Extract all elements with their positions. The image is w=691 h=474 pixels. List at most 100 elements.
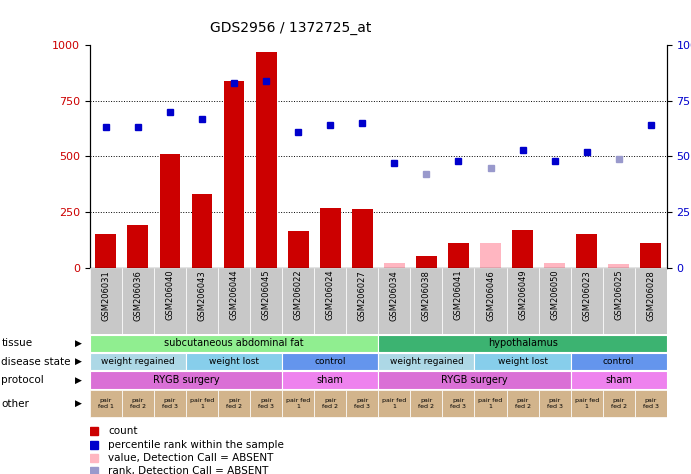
Bar [282, 371, 379, 389]
Text: sham: sham [605, 375, 632, 385]
Text: rank, Detection Call = ABSENT: rank, Detection Call = ABSENT [108, 466, 268, 474]
Bar [90, 268, 122, 334]
Bar [282, 353, 379, 370]
Bar [416, 255, 437, 268]
Text: RYGB surgery: RYGB surgery [153, 375, 219, 385]
Text: ▶: ▶ [75, 357, 82, 366]
Text: weight lost: weight lost [498, 357, 547, 366]
Text: pair
fed 2: pair fed 2 [130, 399, 146, 409]
Text: pair
fed 3: pair fed 3 [354, 399, 370, 409]
Bar [448, 243, 469, 268]
Bar [507, 268, 538, 334]
Text: GSM206036: GSM206036 [133, 270, 142, 321]
Bar [571, 371, 667, 389]
Bar [475, 390, 507, 418]
Bar [191, 194, 212, 268]
Bar [379, 390, 410, 418]
Bar [538, 268, 571, 334]
Bar [571, 390, 603, 418]
Text: RYGB surgery: RYGB surgery [441, 375, 508, 385]
Bar [90, 335, 378, 352]
Text: weight regained: weight regained [101, 357, 175, 366]
Text: GSM206043: GSM206043 [198, 270, 207, 320]
Bar [352, 209, 372, 268]
Bar [442, 268, 475, 334]
Text: GSM206045: GSM206045 [262, 270, 271, 320]
Text: percentile rank within the sample: percentile rank within the sample [108, 439, 284, 449]
Bar [95, 235, 116, 268]
Text: tissue: tissue [1, 338, 32, 348]
Text: hypothalamus: hypothalamus [488, 338, 558, 348]
Bar [122, 390, 154, 418]
Bar [608, 264, 629, 268]
Bar [320, 208, 341, 268]
Text: ▶: ▶ [75, 339, 82, 347]
Text: GSM206027: GSM206027 [358, 270, 367, 320]
Text: GSM206031: GSM206031 [102, 270, 111, 320]
Text: value, Detection Call = ABSENT: value, Detection Call = ABSENT [108, 453, 274, 463]
Text: pair
fed 2: pair fed 2 [226, 399, 242, 409]
Bar [250, 390, 282, 418]
Text: count: count [108, 427, 138, 437]
Bar [507, 390, 538, 418]
Bar [379, 268, 410, 334]
Text: weight regained: weight regained [390, 357, 463, 366]
Text: pair fed
1: pair fed 1 [574, 399, 599, 409]
Bar [128, 226, 149, 268]
Text: pair
fed 3: pair fed 3 [547, 399, 562, 409]
Bar [571, 353, 667, 370]
Text: GSM206038: GSM206038 [422, 270, 431, 321]
Text: protocol: protocol [1, 375, 44, 385]
Text: pair fed
1: pair fed 1 [478, 399, 502, 409]
Text: control: control [603, 357, 634, 366]
Text: pair
fed 3: pair fed 3 [258, 399, 274, 409]
Bar [538, 390, 571, 418]
Text: ▶: ▶ [75, 376, 82, 384]
Bar [154, 390, 186, 418]
Bar [256, 52, 276, 268]
Text: other: other [1, 399, 29, 409]
Bar [410, 268, 442, 334]
Bar [379, 371, 571, 389]
Bar [90, 353, 186, 370]
Text: pair
fed 3: pair fed 3 [162, 399, 178, 409]
Bar [475, 268, 507, 334]
Bar [442, 390, 475, 418]
Text: GSM206041: GSM206041 [454, 270, 463, 320]
Text: GSM206049: GSM206049 [518, 270, 527, 320]
Text: weight lost: weight lost [209, 357, 259, 366]
Text: GSM206046: GSM206046 [486, 270, 495, 320]
Text: pair fed
1: pair fed 1 [382, 399, 406, 409]
Bar [90, 390, 122, 418]
Text: control: control [314, 357, 346, 366]
Bar [635, 268, 667, 334]
Text: GSM206028: GSM206028 [646, 270, 655, 320]
Bar [379, 335, 667, 352]
Text: pair
fed 1: pair fed 1 [98, 399, 114, 409]
Bar [186, 353, 282, 370]
Bar [186, 390, 218, 418]
Bar [410, 390, 442, 418]
Text: GSM206040: GSM206040 [165, 270, 174, 320]
Bar [314, 268, 346, 334]
Bar [287, 231, 309, 268]
Bar [475, 353, 571, 370]
Bar [641, 243, 661, 268]
Text: pair fed
1: pair fed 1 [286, 399, 310, 409]
Text: GSM206024: GSM206024 [325, 270, 334, 320]
Bar [512, 230, 533, 268]
Bar [90, 371, 282, 389]
Text: pair
fed 2: pair fed 2 [322, 399, 338, 409]
Text: pair
fed 2: pair fed 2 [515, 399, 531, 409]
Text: pair
fed 2: pair fed 2 [419, 399, 435, 409]
Bar [282, 268, 314, 334]
Bar [160, 154, 180, 268]
Bar [218, 268, 250, 334]
Bar [314, 390, 346, 418]
Text: subcutaneous abdominal fat: subcutaneous abdominal fat [164, 338, 304, 348]
Text: GSM206044: GSM206044 [229, 270, 238, 320]
Bar [603, 268, 635, 334]
Text: GSM206034: GSM206034 [390, 270, 399, 320]
Bar [635, 390, 667, 418]
Text: ▶: ▶ [75, 400, 82, 408]
